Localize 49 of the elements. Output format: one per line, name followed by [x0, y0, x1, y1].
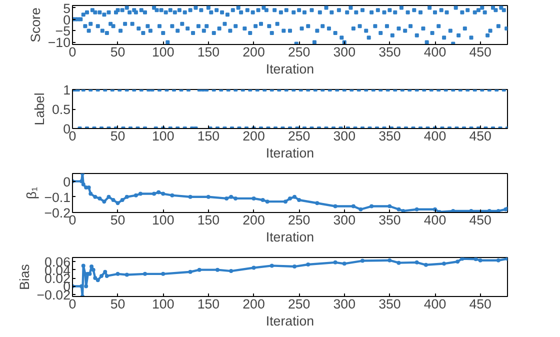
x-tick-label: 200 — [242, 128, 265, 144]
y-axis-title: Label — [32, 92, 47, 126]
x-tick-label: 300 — [333, 296, 356, 312]
x-axis-title: Iteration — [266, 62, 314, 76]
x-tick-label: 350 — [378, 128, 401, 144]
x-axis-title: Iteration — [266, 146, 314, 160]
x-axis-title: Iteration — [266, 230, 314, 244]
y-axis-title: Score — [28, 8, 43, 42]
x-tick-label: 50 — [110, 44, 126, 60]
x-tick-label: 200 — [242, 296, 265, 312]
y-tick-label: 1 — [63, 82, 71, 98]
x-tick-label: 250 — [288, 296, 310, 312]
x-tick-label: 350 — [378, 212, 401, 228]
x-tick-label: 300 — [333, 128, 356, 144]
x-tick-label: 400 — [424, 296, 446, 312]
x-tick-label: 200 — [242, 212, 265, 228]
y-tick-label: −0.2 — [44, 206, 70, 220]
x-tick-label: 400 — [424, 128, 446, 144]
x-tick-label: 150 — [197, 44, 220, 60]
x-tick-label: 200 — [242, 44, 265, 60]
x-tick-label: 350 — [378, 296, 401, 312]
x-tick-label: 400 — [424, 212, 446, 228]
x-tick-label: 400 — [424, 44, 446, 60]
x-tick-label: 100 — [152, 212, 174, 228]
x-tick-label: 450 — [469, 128, 492, 144]
y-axis-title: Bias — [16, 264, 32, 290]
x-tick-label: 450 — [469, 44, 492, 60]
x-tick-label: 50 — [110, 212, 126, 228]
x-tick-label: 250 — [288, 212, 310, 228]
y-tick-label: −0.1 — [44, 190, 70, 205]
x-tick-label: 150 — [197, 212, 220, 228]
y-tick-label: 0 — [63, 174, 71, 190]
x-axis-title: Iteration — [266, 314, 314, 328]
x-tick-label: 150 — [197, 128, 220, 144]
x-tick-label: 350 — [378, 44, 401, 60]
x-tick-label: 100 — [152, 44, 174, 60]
x-tick-label: 50 — [110, 296, 126, 312]
x-tick-label: 250 — [288, 128, 310, 144]
x-tick-label: 100 — [152, 296, 174, 312]
x-tick-label: 450 — [469, 212, 492, 228]
x-tick-label: 450 — [469, 296, 492, 312]
x-tick-label: 300 — [333, 212, 356, 228]
x-tick-label: 100 — [152, 128, 174, 144]
x-tick-label: 300 — [333, 44, 356, 60]
y-axis-title: β₁ — [24, 186, 40, 200]
y-tick-label: 0.5 — [52, 102, 71, 117]
x-tick-label: 150 — [197, 296, 220, 312]
x-tick-label: 250 — [288, 44, 310, 60]
x-tick-label: 50 — [110, 128, 126, 144]
